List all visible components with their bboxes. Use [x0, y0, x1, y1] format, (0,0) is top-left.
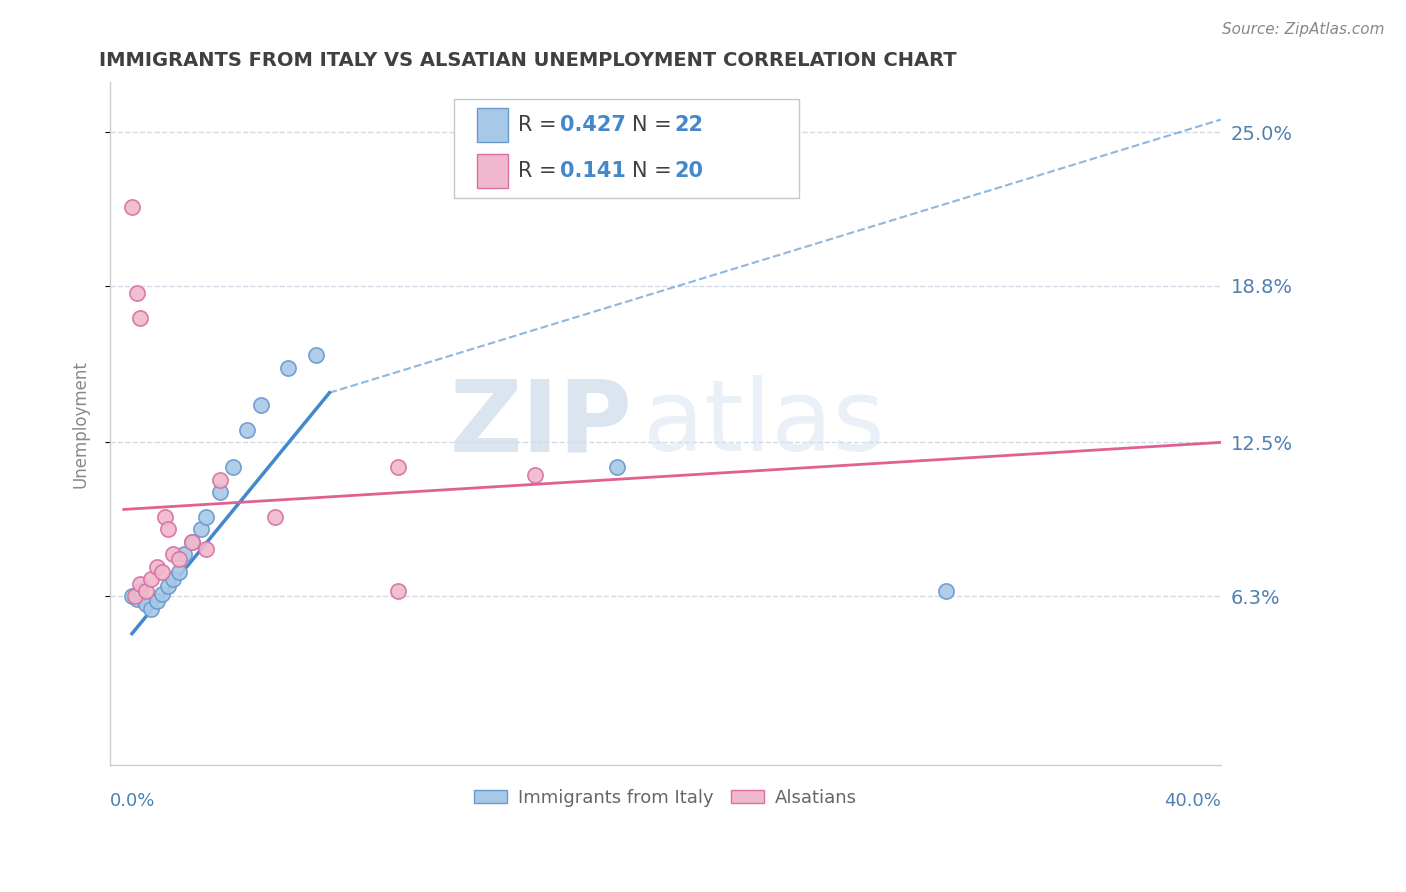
Point [156, 522, 179, 536]
Point [127, 286, 149, 301]
Point [141, 601, 163, 615]
Point [277, 360, 299, 375]
Point [162, 572, 184, 586]
Point [156, 579, 179, 593]
Bar [477, 153, 508, 187]
Text: atlas: atlas [643, 376, 884, 472]
Point [208, 473, 231, 487]
Point [145, 594, 167, 608]
Point [121, 200, 143, 214]
Text: Source: ZipAtlas.com: Source: ZipAtlas.com [1222, 22, 1385, 37]
Point [129, 311, 152, 326]
Point [208, 485, 231, 500]
Point [167, 565, 190, 579]
Text: N =: N = [633, 115, 679, 136]
Text: IMMIGRANTS FROM ITALY VS ALSATIAN UNEMPLOYMENT CORRELATION CHART: IMMIGRANTS FROM ITALY VS ALSATIAN UNEMPL… [98, 51, 956, 70]
Text: N =: N = [633, 161, 679, 180]
Point [141, 572, 163, 586]
Point [145, 559, 167, 574]
Bar [477, 108, 508, 143]
Point [129, 577, 152, 591]
Point [524, 467, 547, 482]
Point [153, 509, 176, 524]
Y-axis label: Unemployment: Unemployment [72, 359, 89, 488]
Point [387, 584, 409, 599]
Point [121, 590, 143, 604]
Text: 0.0%: 0.0% [110, 792, 156, 810]
Text: ZIP: ZIP [449, 376, 633, 472]
Point [150, 565, 173, 579]
Point [162, 547, 184, 561]
Point [124, 590, 146, 604]
Point [305, 349, 328, 363]
Text: R =: R = [517, 161, 562, 180]
FancyBboxPatch shape [454, 99, 799, 198]
Text: 0.141: 0.141 [560, 161, 626, 180]
Point [250, 398, 273, 412]
Point [181, 534, 204, 549]
Point [150, 587, 173, 601]
Point [173, 547, 195, 561]
Text: R =: R = [517, 115, 562, 136]
Point [387, 460, 409, 475]
Point [181, 534, 204, 549]
Point [195, 509, 218, 524]
Point [135, 584, 157, 599]
Text: 20: 20 [675, 161, 703, 180]
Point [129, 584, 152, 599]
Point [236, 423, 259, 437]
Point [135, 597, 157, 611]
Point [263, 509, 285, 524]
Legend: Immigrants from Italy, Alsatians: Immigrants from Italy, Alsatians [467, 781, 863, 814]
Text: 40.0%: 40.0% [1164, 792, 1220, 810]
Text: 0.427: 0.427 [560, 115, 626, 136]
Point [195, 542, 218, 557]
Point [222, 460, 245, 475]
Text: 22: 22 [675, 115, 703, 136]
Point [167, 552, 190, 566]
Point [935, 584, 957, 599]
Point [606, 460, 628, 475]
Point [190, 522, 212, 536]
Point [127, 591, 149, 606]
